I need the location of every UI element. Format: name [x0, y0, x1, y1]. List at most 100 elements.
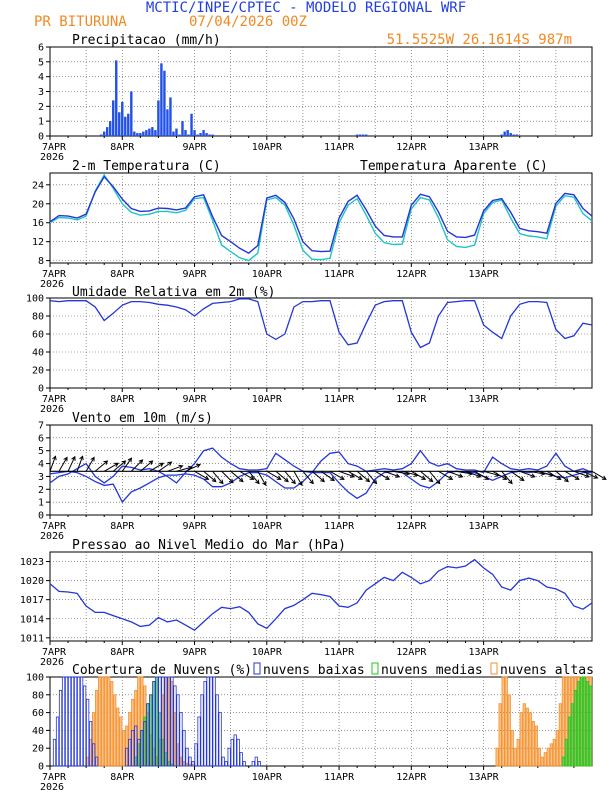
wind-arrow: [67, 456, 76, 472]
cloud-bar-nuvens-baixas: [224, 761, 228, 767]
x-tick-label: 9APR: [182, 772, 207, 783]
wind-arrow: [103, 462, 119, 472]
x-tick-label: 13APR: [469, 142, 500, 153]
cloud-bar-nuvens-altas: [104, 676, 108, 767]
wind-arrow-head: [298, 481, 303, 486]
wind-arrow: [474, 470, 489, 480]
wind-arrow: [194, 470, 209, 480]
y-tick-label: 4: [38, 459, 44, 470]
wind-arrow: [76, 456, 84, 472]
x-tick-label: 12APR: [396, 772, 427, 783]
cloud-bar-nuvens-medias: [573, 690, 578, 767]
cloud-bar-nuvens-altas: [95, 690, 99, 767]
x-tick-label: 11APR: [324, 521, 355, 532]
precip-bar: [109, 121, 112, 136]
x-tick-label: 7APR: [42, 394, 67, 405]
y-tick-label: 1: [38, 117, 44, 128]
cloud-bar-nuvens-baixas: [155, 676, 159, 767]
wind-arrow-head: [138, 459, 144, 464]
cloud-bar-nuvens-baixas: [251, 761, 255, 767]
y-tick-label: 1017: [20, 595, 44, 606]
x-tick-label: 10APR: [252, 394, 283, 405]
precip-bar: [154, 130, 157, 136]
x-tick-label: 9APR: [182, 647, 207, 658]
cloud-bar-nuvens-baixas: [86, 698, 90, 767]
wind-arrow-head: [556, 475, 562, 480]
y-tick-label: 3: [38, 87, 44, 98]
cloud-bar-nuvens-baixas: [134, 725, 138, 767]
wind-arrow-head: [584, 473, 590, 478]
precip-bar: [127, 113, 130, 136]
cloud-bar-nuvens-baixas: [185, 747, 189, 767]
precip-bar: [500, 134, 503, 136]
cloud-bar-nuvens-altas: [513, 747, 517, 767]
wind-arrow: [356, 470, 370, 482]
cloud-bar-nuvens-baixas: [197, 716, 201, 767]
cloud-bar-nuvens-medias: [588, 685, 593, 767]
x-tick-label: 10APR: [252, 142, 283, 153]
precip-bar: [133, 131, 136, 136]
wind-arrow-head: [219, 479, 224, 485]
x-tick-label: 12APR: [396, 521, 427, 532]
header-place: PR BITURUNA: [34, 14, 127, 30]
precip-bar: [118, 112, 121, 136]
wind-arrow: [501, 470, 513, 484]
precip-bar: [124, 116, 127, 136]
y-tick-label: 4: [38, 72, 44, 83]
wind-arrow: [167, 465, 183, 472]
precip-bar: [184, 130, 187, 136]
precip-bar: [145, 130, 148, 136]
cloud-bar-nuvens-baixas: [200, 694, 204, 767]
x-tick-label: 8APR: [110, 269, 135, 280]
y-tick-label: 16: [32, 218, 44, 229]
precip-bar: [169, 97, 172, 136]
wind-arrow-head: [159, 462, 165, 467]
temperature-line: [49, 175, 593, 254]
cloud-bar-nuvens-altas: [507, 694, 511, 767]
cloud-bar-nuvens-baixas: [80, 676, 84, 767]
y-tick-label: 3: [38, 472, 44, 483]
cloud-bar-nuvens-baixas: [95, 756, 99, 767]
precip-bar: [142, 131, 145, 136]
wind-arrow: [402, 470, 418, 476]
x-tick-label: 10APR: [252, 647, 283, 658]
wind-arrow-head: [71, 455, 76, 461]
wind-arrow-head: [476, 473, 482, 478]
precip-bar: [136, 133, 139, 136]
chart-title: Vento em 10m (m/s): [72, 411, 213, 426]
wind-arrow: [465, 470, 481, 478]
x-tick-label: 11APR: [324, 647, 355, 658]
x-tick-label: 10APR: [252, 772, 283, 783]
cloud-bar-nuvens-baixas: [146, 703, 150, 767]
precip-bar: [361, 134, 365, 136]
precip-bar: [166, 109, 169, 136]
cloud-bar-nuvens-altas: [510, 730, 514, 767]
wind-arrow: [130, 459, 143, 472]
wind-arrow-head: [508, 479, 513, 485]
wind-arrow-head: [284, 477, 289, 483]
x-tick-label: 7APR: [42, 647, 67, 658]
wind-arrow-head: [320, 477, 325, 483]
cloud-bar-nuvens-baixas: [191, 761, 195, 767]
x-tick-label: 7APR: [42, 772, 67, 783]
y-tick-label: 20: [32, 744, 44, 755]
x-tick-label: 8APR: [110, 647, 135, 658]
x-tick-label: 11APR: [324, 772, 355, 783]
cloud-bar-nuvens-medias: [582, 676, 587, 767]
wind-arrow: [374, 470, 390, 480]
x-tick-label: 9APR: [182, 269, 207, 280]
wind-arrow-head: [114, 462, 120, 467]
x-tick-label: 11APR: [324, 269, 355, 280]
cloud-bar-nuvens-baixas: [212, 676, 216, 767]
wind-arrow-head: [601, 475, 607, 480]
cloud-bar-nuvens-altas: [498, 703, 502, 767]
cloud-bar-nuvens-baixas: [152, 681, 156, 767]
cloud-bar-nuvens-altas: [519, 712, 523, 767]
panel-3: 0 1 2 3 4 5 67 7APR 8APR 9APR 10APR 11APR 12APR 13APR…: [38, 411, 607, 542]
y-tick-label: 1014: [20, 614, 44, 625]
x-tick-label: 13APR: [469, 772, 500, 783]
wind-arrow: [248, 470, 260, 484]
precip-bar: [364, 134, 368, 136]
